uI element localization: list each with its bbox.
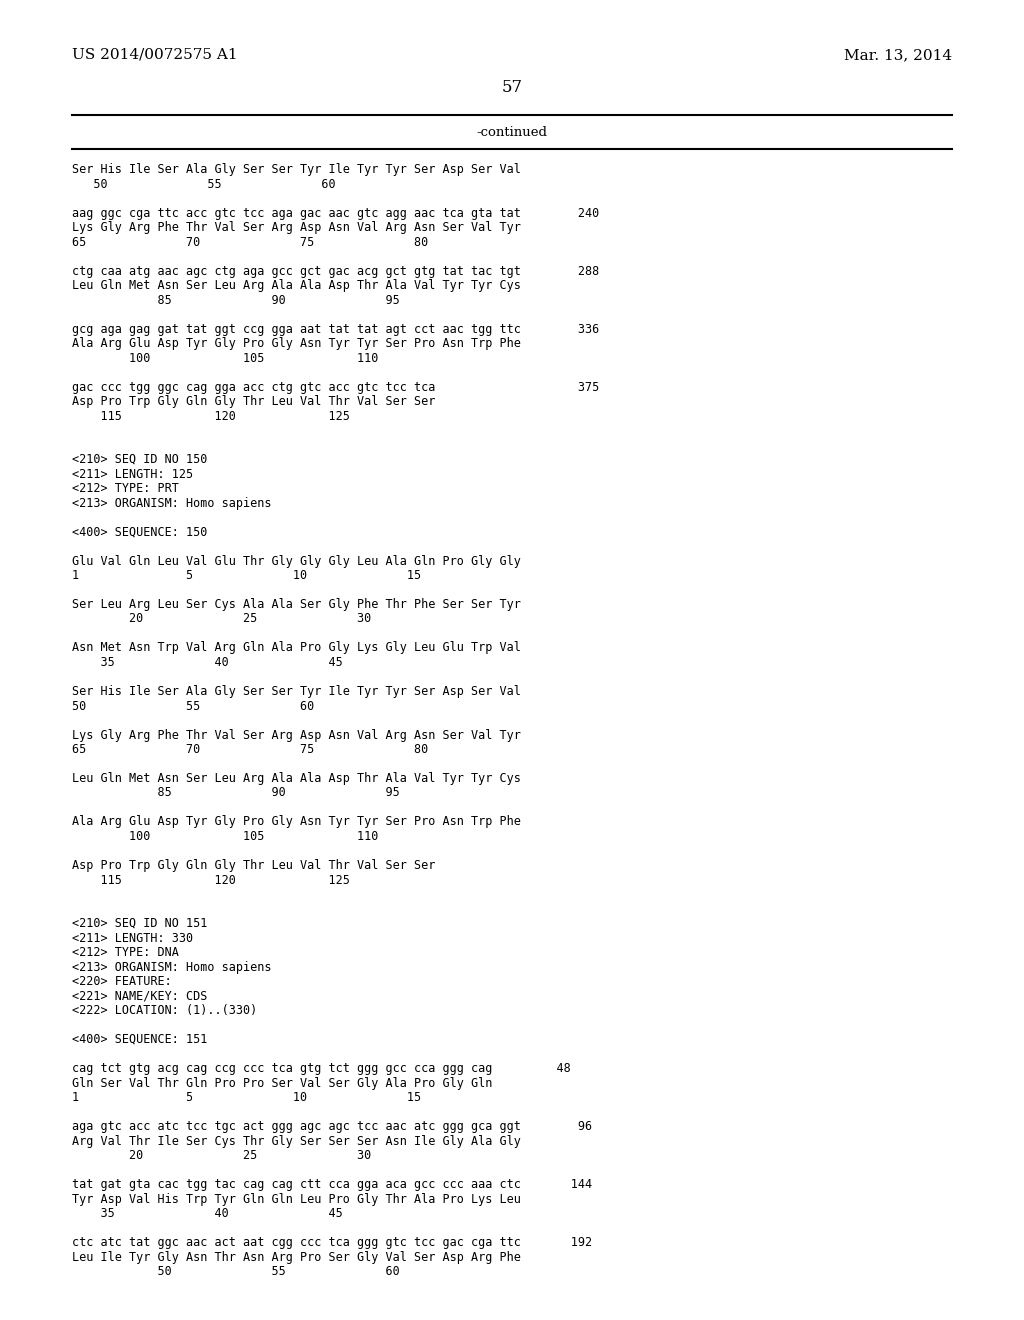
Text: Ala Arg Glu Asp Tyr Gly Pro Gly Asn Tyr Tyr Ser Pro Asn Trp Phe: Ala Arg Glu Asp Tyr Gly Pro Gly Asn Tyr … xyxy=(72,337,521,350)
Text: 20              25              30: 20 25 30 xyxy=(72,1148,372,1162)
Text: Leu Gln Met Asn Ser Leu Arg Ala Ala Asp Thr Ala Val Tyr Tyr Cys: Leu Gln Met Asn Ser Leu Arg Ala Ala Asp … xyxy=(72,772,521,785)
Text: -continued: -continued xyxy=(476,127,548,140)
Text: 85              90              95: 85 90 95 xyxy=(72,787,399,800)
Text: 65              70              75              80: 65 70 75 80 xyxy=(72,743,428,756)
Text: <213> ORGANISM: Homo sapiens: <213> ORGANISM: Homo sapiens xyxy=(72,961,271,974)
Text: <211> LENGTH: 125: <211> LENGTH: 125 xyxy=(72,467,194,480)
Text: 100             105             110: 100 105 110 xyxy=(72,351,379,364)
Text: <211> LENGTH: 330: <211> LENGTH: 330 xyxy=(72,932,194,945)
Text: Asn Met Asn Trp Val Arg Gln Ala Pro Gly Lys Gly Leu Glu Trp Val: Asn Met Asn Trp Val Arg Gln Ala Pro Gly … xyxy=(72,642,521,655)
Text: <213> ORGANISM: Homo sapiens: <213> ORGANISM: Homo sapiens xyxy=(72,496,271,510)
Text: 100             105             110: 100 105 110 xyxy=(72,830,379,843)
Text: 35              40              45: 35 40 45 xyxy=(72,656,343,669)
Text: 35              40              45: 35 40 45 xyxy=(72,1206,343,1220)
Text: US 2014/0072575 A1: US 2014/0072575 A1 xyxy=(72,48,238,62)
Text: 65              70              75              80: 65 70 75 80 xyxy=(72,235,428,248)
Text: 115             120             125: 115 120 125 xyxy=(72,409,350,422)
Text: Mar. 13, 2014: Mar. 13, 2014 xyxy=(844,48,952,62)
Text: <222> LOCATION: (1)..(330): <222> LOCATION: (1)..(330) xyxy=(72,1005,257,1016)
Text: aga gtc acc atc tcc tgc act ggg agc agc tcc aac atc ggg gca ggt        96: aga gtc acc atc tcc tgc act ggg agc agc … xyxy=(72,1119,592,1133)
Text: <212> TYPE: PRT: <212> TYPE: PRT xyxy=(72,482,179,495)
Text: Asp Pro Trp Gly Gln Gly Thr Leu Val Thr Val Ser Ser: Asp Pro Trp Gly Gln Gly Thr Leu Val Thr … xyxy=(72,395,435,408)
Text: <220> FEATURE:: <220> FEATURE: xyxy=(72,975,172,987)
Text: <210> SEQ ID NO 150: <210> SEQ ID NO 150 xyxy=(72,453,208,466)
Text: Tyr Asp Val His Trp Tyr Gln Gln Leu Pro Gly Thr Ala Pro Lys Leu: Tyr Asp Val His Trp Tyr Gln Gln Leu Pro … xyxy=(72,1192,521,1205)
Text: 85              90              95: 85 90 95 xyxy=(72,293,399,306)
Text: Ser Leu Arg Leu Ser Cys Ala Ala Ser Gly Phe Thr Phe Ser Ser Tyr: Ser Leu Arg Leu Ser Cys Ala Ala Ser Gly … xyxy=(72,598,521,611)
Text: <400> SEQUENCE: 151: <400> SEQUENCE: 151 xyxy=(72,1034,208,1045)
Text: ctg caa atg aac agc ctg aga gcc gct gac acg gct gtg tat tac tgt        288: ctg caa atg aac agc ctg aga gcc gct gac … xyxy=(72,264,599,277)
Text: aag ggc cga ttc acc gtc tcc aga gac aac gtc agg aac tca gta tat        240: aag ggc cga ttc acc gtc tcc aga gac aac … xyxy=(72,206,599,219)
Text: tat gat gta cac tgg tac cag cag ctt cca gga aca gcc ccc aaa ctc       144: tat gat gta cac tgg tac cag cag ctt cca … xyxy=(72,1177,592,1191)
Text: 50              55              60: 50 55 60 xyxy=(72,700,314,713)
Text: <210> SEQ ID NO 151: <210> SEQ ID NO 151 xyxy=(72,917,208,931)
Text: 50              55              60: 50 55 60 xyxy=(72,177,336,190)
Text: gac ccc tgg ggc cag gga acc ctg gtc acc gtc tcc tca                    375: gac ccc tgg ggc cag gga acc ctg gtc acc … xyxy=(72,380,599,393)
Text: ctc atc tat ggc aac act aat cgg ccc tca ggg gtc tcc gac cga ttc       192: ctc atc tat ggc aac act aat cgg ccc tca … xyxy=(72,1236,592,1249)
Text: <221> NAME/KEY: CDS: <221> NAME/KEY: CDS xyxy=(72,990,208,1002)
Text: Leu Ile Tyr Gly Asn Thr Asn Arg Pro Ser Gly Val Ser Asp Arg Phe: Leu Ile Tyr Gly Asn Thr Asn Arg Pro Ser … xyxy=(72,1250,521,1263)
Text: <212> TYPE: DNA: <212> TYPE: DNA xyxy=(72,946,179,960)
Text: 1               5              10              15: 1 5 10 15 xyxy=(72,1092,421,1104)
Text: Ala Arg Glu Asp Tyr Gly Pro Gly Asn Tyr Tyr Ser Pro Asn Trp Phe: Ala Arg Glu Asp Tyr Gly Pro Gly Asn Tyr … xyxy=(72,816,521,829)
Text: cag tct gtg acg cag ccg ccc tca gtg tct ggg gcc cca ggg cag         48: cag tct gtg acg cag ccg ccc tca gtg tct … xyxy=(72,1063,570,1074)
Text: Lys Gly Arg Phe Thr Val Ser Arg Asp Asn Val Arg Asn Ser Val Tyr: Lys Gly Arg Phe Thr Val Ser Arg Asp Asn … xyxy=(72,220,521,234)
Text: Ser His Ile Ser Ala Gly Ser Ser Tyr Ile Tyr Tyr Ser Asp Ser Val: Ser His Ile Ser Ala Gly Ser Ser Tyr Ile … xyxy=(72,162,521,176)
Text: Glu Val Gln Leu Val Glu Thr Gly Gly Gly Leu Ala Gln Pro Gly Gly: Glu Val Gln Leu Val Glu Thr Gly Gly Gly … xyxy=(72,554,521,568)
Text: <400> SEQUENCE: 150: <400> SEQUENCE: 150 xyxy=(72,525,208,539)
Text: Arg Val Thr Ile Ser Cys Thr Gly Ser Ser Ser Asn Ile Gly Ala Gly: Arg Val Thr Ile Ser Cys Thr Gly Ser Ser … xyxy=(72,1134,521,1147)
Text: Asp Pro Trp Gly Gln Gly Thr Leu Val Thr Val Ser Ser: Asp Pro Trp Gly Gln Gly Thr Leu Val Thr … xyxy=(72,859,435,873)
Text: 20              25              30: 20 25 30 xyxy=(72,612,372,626)
Text: Lys Gly Arg Phe Thr Val Ser Arg Asp Asn Val Arg Asn Ser Val Tyr: Lys Gly Arg Phe Thr Val Ser Arg Asp Asn … xyxy=(72,729,521,742)
Text: 57: 57 xyxy=(502,79,522,96)
Text: Gln Ser Val Thr Gln Pro Pro Ser Val Ser Gly Ala Pro Gly Gln: Gln Ser Val Thr Gln Pro Pro Ser Val Ser … xyxy=(72,1077,493,1089)
Text: Leu Gln Met Asn Ser Leu Arg Ala Ala Asp Thr Ala Val Tyr Tyr Cys: Leu Gln Met Asn Ser Leu Arg Ala Ala Asp … xyxy=(72,279,521,292)
Text: Ser His Ile Ser Ala Gly Ser Ser Tyr Ile Tyr Tyr Ser Asp Ser Val: Ser His Ile Ser Ala Gly Ser Ser Tyr Ile … xyxy=(72,685,521,698)
Text: 115             120             125: 115 120 125 xyxy=(72,874,350,887)
Text: 1               5              10              15: 1 5 10 15 xyxy=(72,569,421,582)
Text: 50              55              60: 50 55 60 xyxy=(72,1265,399,1278)
Text: gcg aga gag gat tat ggt ccg gga aat tat tat agt cct aac tgg ttc        336: gcg aga gag gat tat ggt ccg gga aat tat … xyxy=(72,322,599,335)
